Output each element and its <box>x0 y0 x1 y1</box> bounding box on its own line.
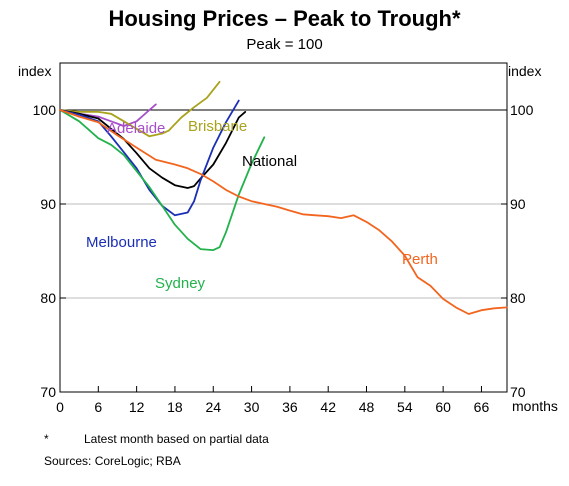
series-line-perth <box>60 110 507 314</box>
gridlines <box>60 110 507 298</box>
x-tick-label: 0 <box>56 399 64 415</box>
y-tick-label-right: 100 <box>510 102 534 118</box>
footnote: * Latest month based on partial data <box>44 432 269 446</box>
x-tick-label: 24 <box>205 399 221 415</box>
y-tick-label-left: 90 <box>40 196 56 212</box>
x-tick-label: 48 <box>359 399 375 415</box>
sources-note: Sources: CoreLogic; RBA <box>44 454 181 468</box>
footnote-text: Latest month based on partial data <box>84 432 269 446</box>
series-label-adelaide: Adelaide <box>107 120 165 137</box>
y-tick-label-right: 80 <box>510 290 526 306</box>
x-tick-label: 54 <box>397 399 413 415</box>
x-tick-label: 18 <box>167 399 183 415</box>
x-tick-label: 60 <box>435 399 451 415</box>
plot-frame <box>60 63 507 392</box>
series-label-perth: Perth <box>402 251 438 268</box>
x-tick-label: 6 <box>94 399 102 415</box>
x-tick-label: 42 <box>320 399 336 415</box>
y-tick-label-left: 100 <box>33 102 57 118</box>
axes <box>60 63 507 392</box>
y-tick-label-right: 90 <box>510 196 526 212</box>
x-tick-label: 12 <box>129 399 145 415</box>
series-label-brisbane: Brisbane <box>188 118 247 135</box>
series-label-sydney: Sydney <box>155 275 206 292</box>
footnote-marker: * <box>44 432 84 446</box>
y-axis-label-right: index <box>508 63 541 79</box>
series-label-national: National <box>242 153 297 170</box>
y-tick-label-left: 70 <box>40 384 56 400</box>
y-tick-label-left: 80 <box>40 290 56 306</box>
x-tick-label: 30 <box>244 399 260 415</box>
series-label-melbourne: Melbourne <box>86 234 157 251</box>
series-lines <box>60 82 507 314</box>
x-tick-label: 36 <box>282 399 298 415</box>
y-axis-label-left: index <box>18 63 51 79</box>
x-axis-label: months <box>512 398 558 414</box>
x-tick-label: 66 <box>474 399 490 415</box>
